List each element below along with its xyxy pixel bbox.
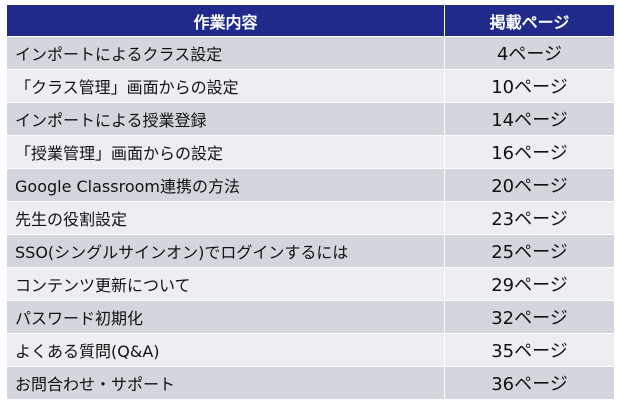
table-row: インポートによるクラス設定 4ページ [6, 36, 615, 70]
table-row: インポートによる授業登録 14ページ [6, 102, 615, 136]
task-cell: よくある質問(Q&A) [6, 333, 445, 367]
table-row: よくある質問(Q&A) 35ページ [6, 333, 615, 367]
table-row: 「授業管理」画面からの設定 16ページ [6, 135, 615, 169]
page-cell: 36ページ [444, 366, 615, 400]
table-row: SSO(シングルサインオン)でログインするには 25ページ [6, 234, 615, 268]
page-cell: 25ページ [444, 234, 615, 268]
page-cell: 10ページ [444, 69, 615, 103]
task-cell: お問合わせ・サポート [6, 366, 445, 400]
page-cell: 14ページ [444, 102, 615, 136]
page-cell: 32ページ [444, 300, 615, 334]
task-cell: 「授業管理」画面からの設定 [6, 135, 445, 169]
table-row: コンテンツ更新について 29ページ [6, 267, 615, 301]
table-row: お問合わせ・サポート 36ページ [6, 366, 615, 400]
header-row: 作業内容 掲載ページ [6, 4, 615, 37]
task-cell: インポートによる授業登録 [6, 102, 445, 136]
table-row: 先生の役割設定 23ページ [6, 201, 615, 235]
table-row: パスワード初期化 32ページ [6, 300, 615, 334]
page-cell: 29ページ [444, 267, 615, 301]
task-cell: Google Classroom連携の方法 [6, 168, 445, 202]
task-cell: 「クラス管理」画面からの設定 [6, 69, 445, 103]
contents-table: 作業内容 掲載ページ インポートによるクラス設定 4ページ 「クラス管理」画面か… [6, 4, 615, 400]
page-cell: 23ページ [444, 201, 615, 235]
task-cell: パスワード初期化 [6, 300, 445, 334]
header-task: 作業内容 [6, 4, 445, 37]
task-cell: コンテンツ更新について [6, 267, 445, 301]
table-row: 「クラス管理」画面からの設定 10ページ [6, 69, 615, 103]
page-cell: 4ページ [444, 36, 615, 70]
header-page: 掲載ページ [444, 4, 615, 37]
task-cell: SSO(シングルサインオン)でログインするには [6, 234, 445, 268]
table-body: インポートによるクラス設定 4ページ 「クラス管理」画面からの設定 10ページ … [6, 36, 615, 400]
table-row: Google Classroom連携の方法 20ページ [6, 168, 615, 202]
task-cell: 先生の役割設定 [6, 201, 445, 235]
page-cell: 35ページ [444, 333, 615, 367]
task-cell: インポートによるクラス設定 [6, 36, 445, 70]
page-cell: 20ページ [444, 168, 615, 202]
page-cell: 16ページ [444, 135, 615, 169]
